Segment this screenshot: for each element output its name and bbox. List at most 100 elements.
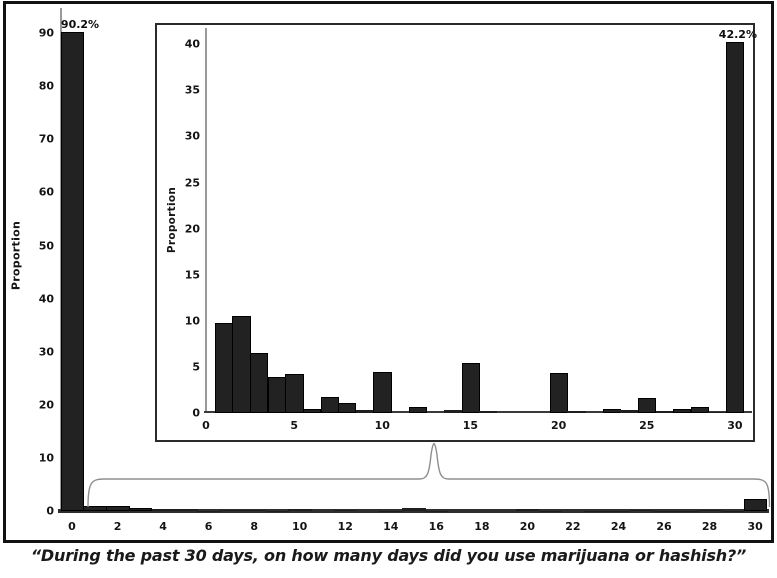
bar-day-14	[444, 410, 463, 413]
y-tick-label: 30	[184, 129, 200, 143]
x-tick-label: 10	[374, 419, 390, 432]
y-tick-label: 10	[38, 451, 54, 465]
x-tick-label: 30	[727, 419, 743, 432]
y-tick-label: 0	[46, 504, 54, 518]
bar-day-6	[197, 510, 221, 512]
bar-day-23	[602, 409, 621, 413]
bar-day-10	[288, 508, 312, 511]
y-tick-label: 20	[38, 398, 54, 412]
bar-day-23	[584, 510, 608, 512]
bar-day-28	[698, 510, 722, 512]
bar-day-15	[461, 363, 480, 413]
bar-day-29	[720, 510, 745, 512]
bar-day-4	[151, 508, 176, 511]
y-tick-label: 90	[38, 26, 54, 40]
bar-day-8	[338, 402, 357, 413]
x-tick-label: 28	[701, 520, 718, 533]
y-tick-label: 60	[38, 185, 54, 199]
bar-day-7	[220, 509, 244, 511]
y-tick-label: 70	[38, 132, 54, 146]
figure-caption: “During the past 30 days, on how many da…	[30, 546, 747, 565]
bar-day-5	[285, 374, 304, 413]
bar-day-1	[83, 505, 107, 511]
figure-border	[3, 1, 774, 543]
inset-y-axis	[205, 28, 207, 413]
bar-day-5	[174, 508, 198, 511]
bar-day-26	[652, 510, 676, 512]
bar-day-4	[267, 377, 286, 413]
bar-day-30	[726, 42, 745, 413]
x-tick-label: 10	[292, 520, 308, 533]
bar-day-30	[743, 498, 768, 511]
x-tick-label: 16	[428, 520, 444, 533]
x-tick-label: 22	[565, 520, 581, 533]
x-tick-label: 20	[550, 419, 567, 432]
bar-day-9	[355, 410, 375, 413]
y-tick-label: 10	[184, 314, 200, 328]
x-tick-label: 14	[383, 520, 399, 533]
bar-value-label: 90.2%	[60, 18, 100, 32]
bar-day-12	[408, 406, 427, 413]
bar-day-24	[620, 410, 639, 413]
bar-day-2	[232, 316, 251, 413]
bar-day-21	[567, 411, 586, 413]
bar-day-26	[655, 411, 674, 413]
x-tick-label: 25	[639, 419, 655, 432]
inset-y-axis-label: Proportion	[166, 186, 178, 254]
bar-day-15	[402, 508, 426, 511]
bar-day-16	[424, 510, 449, 512]
y-tick-label: 35	[184, 83, 200, 97]
bar-day-16	[479, 411, 498, 413]
x-tick-label: 24	[610, 520, 627, 533]
bar-day-3	[250, 353, 269, 413]
bar-day-20	[549, 373, 568, 413]
main-y-axis-label: Proportion	[9, 220, 23, 291]
bar-day-27	[675, 510, 699, 512]
y-tick-label: 80	[38, 79, 54, 93]
y-tick-label: 25	[184, 176, 200, 189]
bar-day-6	[302, 409, 322, 413]
bar-day-21	[538, 510, 563, 512]
bar-day-25	[629, 509, 654, 511]
x-tick-label: 0	[68, 520, 76, 533]
bar-day-20	[516, 508, 540, 511]
bar-day-2	[106, 506, 130, 511]
bar-day-28	[690, 406, 710, 413]
bar-day-24	[607, 510, 631, 512]
x-tick-label: 6	[204, 520, 213, 533]
x-tick-label: 30	[747, 520, 763, 533]
x-tick-label: 26	[656, 520, 672, 533]
x-tick-label: 12	[337, 520, 353, 533]
bar-day-9	[265, 510, 289, 512]
x-tick-label: 15	[462, 419, 479, 432]
bar-day-3	[128, 507, 153, 511]
y-tick-label: 40	[184, 37, 200, 51]
x-tick-label: 5	[290, 419, 298, 432]
y-tick-label: 40	[38, 292, 54, 306]
bar-day-29	[708, 412, 727, 414]
x-tick-label: 20	[519, 520, 536, 533]
bar-day-27	[673, 409, 692, 413]
bar-value-label: 42.2%	[718, 28, 757, 41]
bar-day-8	[242, 509, 267, 511]
y-tick-label: 5	[192, 360, 200, 374]
x-tick-label: 0	[202, 419, 210, 432]
y-tick-label: 30	[38, 345, 54, 359]
y-tick-label: 20	[184, 222, 200, 236]
bar-day-0	[60, 32, 84, 511]
bar-day-14	[379, 510, 403, 512]
x-tick-label: 18	[474, 520, 490, 533]
y-tick-label: 0	[192, 406, 200, 420]
bar-day-1	[214, 322, 234, 413]
x-tick-label: 8	[250, 520, 258, 533]
bar-day-12	[333, 510, 358, 512]
bar-day-25	[637, 398, 657, 413]
bar-day-10	[373, 372, 392, 413]
x-tick-label: 4	[159, 520, 167, 533]
y-tick-label: 15	[184, 268, 200, 282]
x-tick-label: 2	[113, 520, 122, 533]
y-tick-label: 50	[38, 239, 54, 252]
main-x-axis	[58, 509, 769, 513]
bar-day-7	[320, 397, 339, 413]
